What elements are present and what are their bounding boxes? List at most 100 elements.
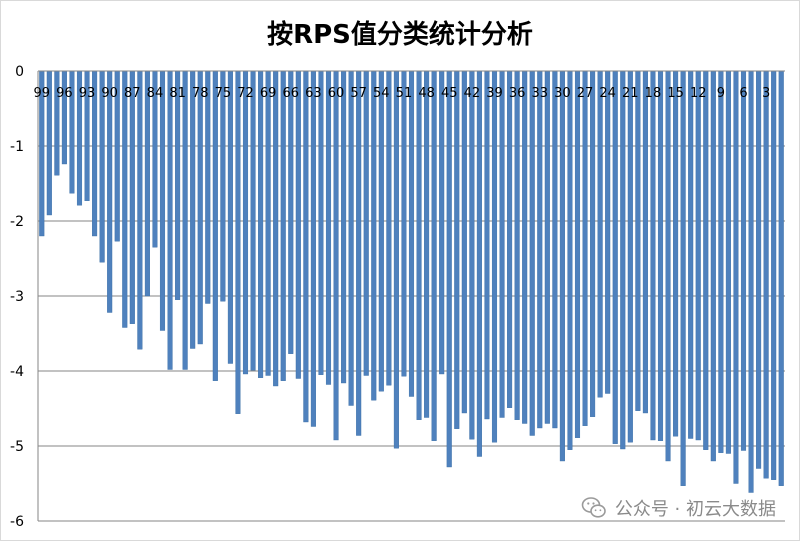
- bar: [242, 70, 249, 375]
- bar: [250, 70, 256, 371]
- bar: [476, 70, 482, 457]
- watermark-text: 公众号 · 初云大数据: [614, 499, 776, 520]
- x-tick-label: 78: [192, 86, 209, 101]
- bar: [137, 70, 143, 350]
- x-tick-label: 21: [622, 86, 639, 101]
- bar: [220, 70, 226, 302]
- x-tick-label: 12: [690, 86, 707, 101]
- x-axis: 99 96 93 90 87 84 81 78 75 72 69 66 63 60 57 54 51 48 45 42…: [33, 70, 785, 101]
- bar: [190, 70, 196, 349]
- bar: [408, 70, 415, 397]
- bar: [597, 70, 603, 398]
- bar: [273, 70, 279, 387]
- bar: [688, 70, 694, 439]
- y-tick-label: -3: [10, 289, 24, 305]
- bar: [341, 70, 347, 384]
- bar: [718, 70, 724, 453]
- wechat-icon: [581, 497, 606, 518]
- bar: [514, 70, 520, 420]
- x-tick-label: 87: [124, 86, 141, 101]
- bar: [612, 70, 618, 444]
- bar: [318, 70, 324, 375]
- y-axis: 0 -1 -2 -3 -4 -5 -6: [10, 64, 39, 530]
- bar: [605, 70, 611, 394]
- bar: [446, 70, 452, 468]
- x-tick-label: 84: [147, 86, 164, 101]
- bar: [620, 70, 626, 450]
- bar: [650, 70, 656, 441]
- bar: [740, 70, 747, 451]
- bar: [167, 70, 173, 370]
- bar: [522, 70, 528, 424]
- bar: [778, 70, 784, 486]
- bar: [227, 70, 233, 364]
- bar: [431, 70, 437, 441]
- chart-title: 按RPS值分类统计分析: [267, 19, 533, 50]
- x-tick-label: 51: [396, 86, 413, 101]
- bar: [175, 70, 181, 300]
- x-tick-label: 18: [645, 86, 662, 101]
- bar: [461, 70, 467, 414]
- bar: [680, 70, 686, 486]
- bar: [582, 70, 588, 426]
- bar: [491, 70, 498, 443]
- bar: [710, 70, 716, 462]
- bar: [197, 70, 203, 345]
- bar: [529, 70, 535, 436]
- bar: [673, 70, 679, 437]
- bar: [695, 70, 701, 441]
- bar: [484, 70, 490, 420]
- x-tick-label: 54: [373, 86, 390, 101]
- y-tick-label: -5: [10, 439, 24, 455]
- x-tick-label: 33: [531, 86, 548, 101]
- x-tick-label: 72: [237, 86, 254, 101]
- bar: [107, 70, 113, 313]
- bar: [642, 70, 648, 414]
- bar: [212, 70, 218, 381]
- bar: [356, 70, 362, 436]
- bar: [303, 70, 309, 423]
- x-tick-label: 93: [79, 86, 96, 101]
- x-tick-label: 75: [215, 86, 232, 101]
- bar: [567, 70, 573, 450]
- x-tick-label: 66: [282, 86, 299, 101]
- bar: [386, 70, 392, 386]
- bar: [348, 70, 354, 406]
- x-tick-label: 15: [667, 86, 684, 101]
- bar: [590, 70, 596, 417]
- x-tick-label: 57: [350, 86, 367, 101]
- bar: [499, 70, 505, 418]
- x-tick-label: 99: [33, 86, 50, 101]
- bar: [401, 70, 407, 377]
- bar: [182, 70, 188, 370]
- bar: [763, 70, 769, 479]
- x-tick-label: 96: [56, 86, 73, 101]
- x-tick-label: 24: [599, 86, 616, 101]
- bar: [665, 70, 671, 462]
- y-tick-label: -1: [10, 139, 24, 155]
- bar: [756, 70, 762, 469]
- x-tick-label: 27: [577, 86, 594, 101]
- bar: [439, 70, 445, 375]
- bar: [129, 70, 135, 324]
- bar: [544, 70, 550, 424]
- x-tick-label: 81: [169, 86, 186, 101]
- bar: [559, 70, 565, 462]
- bar: [657, 70, 664, 441]
- bar: [61, 70, 67, 165]
- bar: [635, 70, 641, 411]
- y-tick-label: -2: [10, 214, 24, 230]
- bar: [733, 70, 739, 484]
- bar: [258, 70, 264, 378]
- bar: [295, 70, 301, 379]
- watermark: 公众号 · 初云大数据: [581, 495, 776, 521]
- bar: [416, 70, 422, 420]
- x-tick-label: 63: [305, 86, 322, 101]
- bar: [310, 70, 316, 427]
- x-tick-label: 39: [486, 86, 503, 101]
- bar: [325, 70, 332, 385]
- bar: [265, 70, 271, 376]
- x-tick-label: 36: [509, 86, 526, 101]
